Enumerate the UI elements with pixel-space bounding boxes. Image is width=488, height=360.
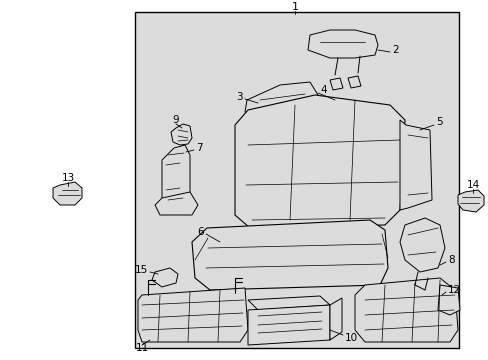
Text: 6: 6: [197, 227, 203, 237]
Text: 3: 3: [236, 92, 243, 102]
Polygon shape: [162, 145, 190, 210]
Polygon shape: [53, 182, 82, 205]
Polygon shape: [152, 268, 178, 287]
Polygon shape: [399, 120, 431, 210]
Polygon shape: [329, 298, 341, 340]
Text: 14: 14: [466, 180, 479, 190]
Text: 13: 13: [61, 173, 75, 183]
Text: 9: 9: [172, 115, 179, 125]
Text: 1: 1: [291, 2, 298, 12]
Polygon shape: [247, 296, 329, 310]
Text: 12: 12: [447, 285, 460, 295]
Text: 2: 2: [391, 45, 398, 55]
Polygon shape: [399, 218, 444, 272]
Polygon shape: [138, 288, 247, 342]
Polygon shape: [307, 30, 377, 58]
Text: 15: 15: [135, 265, 148, 275]
Polygon shape: [437, 285, 459, 315]
Polygon shape: [171, 124, 192, 145]
Text: 4: 4: [319, 85, 326, 95]
Polygon shape: [247, 305, 329, 345]
Polygon shape: [155, 192, 198, 215]
Text: 8: 8: [447, 255, 454, 265]
Text: 10: 10: [345, 333, 357, 343]
Text: 7: 7: [196, 143, 202, 153]
Polygon shape: [235, 95, 404, 228]
Polygon shape: [244, 82, 317, 118]
Text: 11: 11: [135, 343, 148, 353]
Polygon shape: [347, 76, 360, 88]
Bar: [135, 12, 458, 348]
Polygon shape: [192, 220, 387, 290]
Polygon shape: [354, 278, 457, 342]
Polygon shape: [329, 78, 342, 90]
Text: 5: 5: [435, 117, 442, 127]
Polygon shape: [457, 190, 483, 212]
